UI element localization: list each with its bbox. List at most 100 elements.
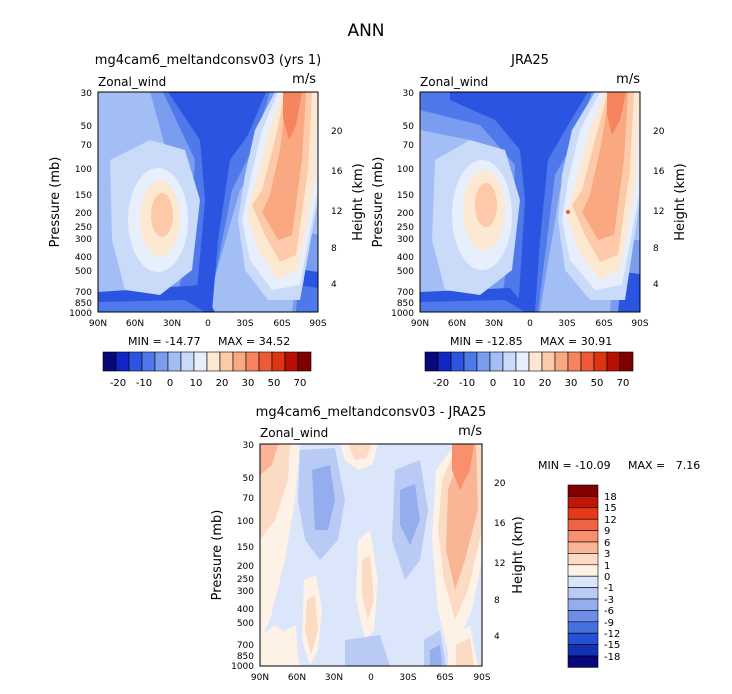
y-right-tick-label: 20 (653, 127, 665, 137)
y-tick-label: 200 (237, 562, 254, 572)
colorbar-swatch (167, 351, 182, 372)
colorbar: 18 15 12 9 6 3 1 0 -1 -3 -6 -9 -12 -15 -… (567, 484, 620, 668)
y-right-tick-label: 16 (653, 167, 665, 177)
x-ticks: 90N 60N 30N 0 30S 60S 90S (89, 319, 327, 329)
y-axis-label: Pressure (mb) (371, 157, 386, 248)
contour-level (420, 300, 525, 312)
colorbar-label: 70 (294, 378, 307, 389)
colorbar-label: 0 (604, 572, 610, 583)
y-right-tick-label: 12 (494, 559, 505, 569)
x-tick-label: 0 (205, 319, 211, 329)
y-tick-label: 1000 (69, 309, 92, 319)
y-axis-label: Pressure (mb) (48, 157, 63, 248)
y-tick-label: 50 (243, 474, 255, 484)
y-tick-label: 850 (237, 652, 254, 662)
y-tick-label: 1000 (391, 309, 414, 319)
y-right-tick-label: 12 (653, 207, 664, 217)
y-right-ticks: 4 8 12 16 20 (494, 479, 506, 642)
colorbar-label: 1 (604, 561, 610, 572)
y-right-tick-label: 12 (331, 207, 342, 217)
max-label: MAX = 7.16 (628, 459, 700, 472)
x-tick-label: 90N (411, 319, 429, 329)
colorbar-swatch (567, 518, 599, 531)
y-tick-label: 150 (237, 543, 254, 553)
y-tick-label: 200 (75, 209, 92, 219)
y-tick-label: 850 (75, 299, 92, 309)
y-tick-label: 1000 (231, 662, 254, 672)
y-tick-label: 400 (397, 253, 414, 263)
colorbar-swatch (245, 351, 260, 372)
contour-level (151, 193, 173, 237)
y-right-axis-label: Height (km) (673, 163, 688, 240)
colorbar-swatch (567, 610, 599, 623)
y-right-axis-label: Height (km) (511, 516, 526, 593)
contour-level (400, 484, 420, 545)
x-tick-label: 30N (325, 673, 343, 683)
contour-level (285, 625, 298, 666)
contour-level (305, 595, 318, 655)
y-tick-label: 70 (81, 141, 93, 151)
colorbar-swatch (271, 351, 286, 372)
y-right-tick-label: 4 (494, 632, 500, 642)
x-tick-label: 30S (399, 673, 416, 683)
y-right-tick-label: 20 (494, 479, 506, 489)
y-right-tick-label: 8 (494, 596, 500, 606)
x-tick-label: 90S (473, 673, 490, 683)
y-tick-label: 150 (75, 191, 92, 201)
y-tick-label: 150 (397, 191, 414, 201)
colorbar-label: -10 (459, 378, 475, 389)
colorbar-label: -3 (604, 595, 614, 606)
colorbar-label: -6 (604, 606, 614, 617)
x-tick-label: 30S (558, 319, 575, 329)
y-tick-label: 500 (237, 619, 254, 629)
y-tick-label: 100 (75, 165, 92, 175)
colorbar-swatch (437, 351, 452, 372)
y-right-ticks: 4 8 12 16 20 (331, 127, 343, 290)
contour-level (362, 555, 374, 620)
y-tick-label: 300 (75, 235, 92, 245)
x-tick-label: 30N (485, 319, 503, 329)
x-tick-label: 60S (273, 319, 290, 329)
y-right-ticks: 4 8 12 16 20 (653, 127, 665, 290)
colorbar-swatch (141, 351, 156, 372)
colorbar-swatch (567, 655, 599, 668)
colorbar-swatch (115, 351, 130, 372)
contour-field (260, 444, 482, 666)
y-right-tick-label: 16 (331, 167, 343, 177)
y-tick-label: 30 (81, 89, 93, 99)
y-right-tick-label: 16 (494, 519, 506, 529)
panel-reanalysis: JRA25 Zonal_wind m/s 30 5 (371, 53, 688, 389)
colorbar-swatch (567, 530, 599, 543)
colorbar-label: 0 (167, 378, 173, 389)
x-tick-label: 0 (368, 673, 374, 683)
colorbar-swatch (580, 351, 595, 372)
contour-level (607, 92, 626, 135)
colorbar-label: 0 (490, 378, 496, 389)
x-tick-label: 60S (595, 319, 612, 329)
contour-level (456, 638, 474, 666)
contour-field (98, 92, 318, 312)
colorbar-swatch (463, 351, 478, 372)
colorbar-swatch (297, 351, 312, 372)
contour-level (475, 183, 497, 227)
colorbar-label: -20 (433, 378, 449, 389)
panel-difference: mg4cam6_meltandconsv03 - JRA25 Zonal_win… (210, 405, 700, 683)
figure-title: ANN (347, 21, 384, 41)
colorbar-swatch (567, 621, 599, 634)
panel-title: JRA25 (510, 53, 549, 68)
x-tick-label: 90S (309, 319, 326, 329)
colorbar-label: -15 (604, 640, 620, 651)
min-label: MIN = -14.77 (128, 335, 201, 348)
colorbar-label: 3 (604, 549, 610, 560)
colorbar-swatch (567, 632, 599, 645)
y-tick-label: 850 (397, 299, 414, 309)
contour-level (450, 92, 588, 312)
colorbar-swatch (102, 351, 117, 372)
colorbar-swatch (232, 351, 247, 372)
panel-model: mg4cam6_meltandconsv03 (yrs 1) Zonal_win… (48, 53, 366, 389)
colorbar-swatch (567, 351, 582, 372)
x-tick-label: 60S (436, 673, 453, 683)
variable-label: Zonal_wind (98, 75, 166, 89)
contour-level (168, 92, 266, 312)
